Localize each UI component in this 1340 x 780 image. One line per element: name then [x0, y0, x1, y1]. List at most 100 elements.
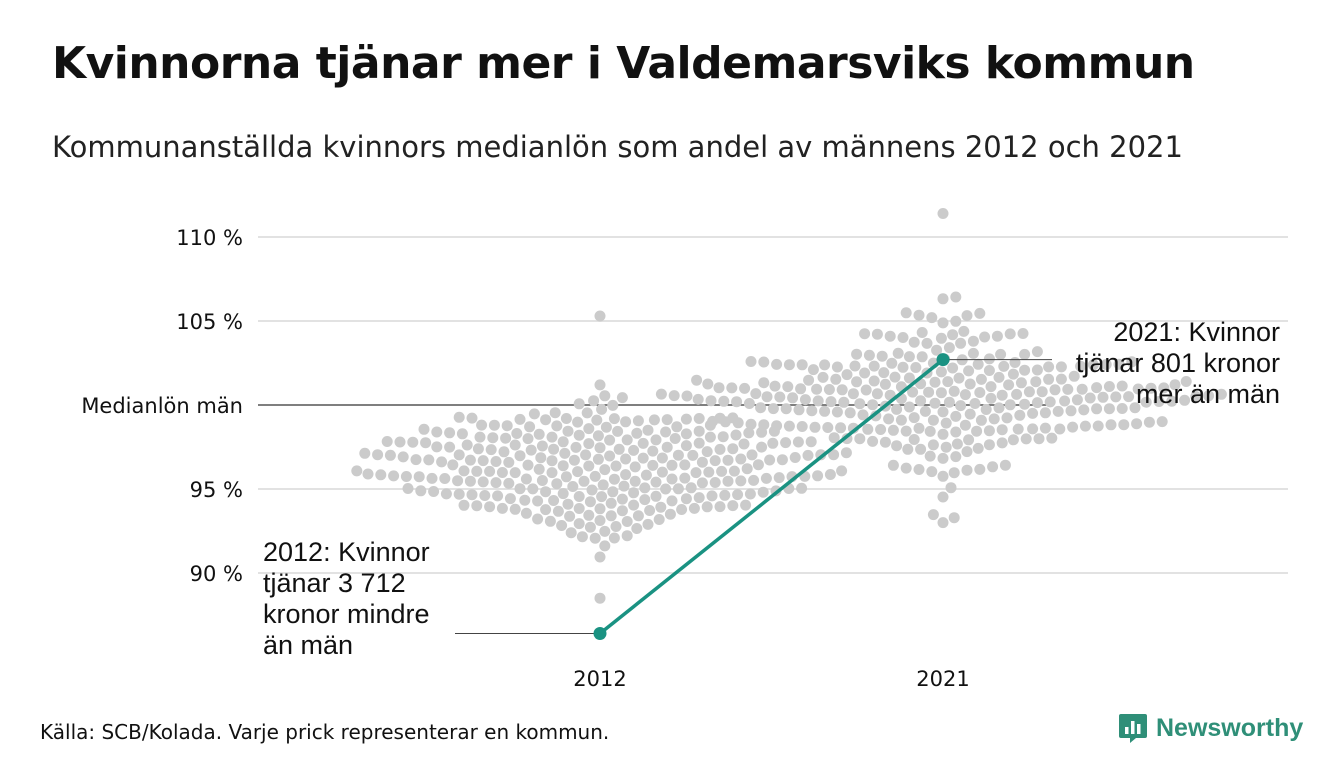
municipality-dot-2021: [980, 404, 992, 415]
municipality-dot-2012: [560, 413, 572, 424]
municipality-dot-2012: [458, 465, 470, 477]
municipality-dot-2012: [584, 521, 596, 533]
municipality-dot-2021: [897, 332, 909, 343]
municipality-dot-2021: [718, 395, 730, 407]
municipality-dot-2012: [693, 492, 705, 504]
municipality-dot-2012: [693, 425, 705, 437]
municipality-dot-2012: [580, 449, 592, 461]
municipality-dot-2021: [950, 315, 962, 327]
municipality-dot-2012: [730, 429, 742, 441]
municipality-dot-2012: [549, 407, 561, 419]
municipality-dot-2021: [996, 437, 1008, 449]
municipality-dot-2021: [819, 359, 831, 371]
municipality-dot-2012: [560, 471, 572, 483]
municipality-dot-2021: [854, 433, 866, 445]
municipality-dot-2012: [548, 495, 560, 506]
municipality-dot-2021: [1078, 404, 1090, 416]
brand-logo[interactable]: Newsworthy: [1118, 712, 1303, 744]
municipality-dot-2021: [1065, 405, 1077, 417]
municipality-dot-2021: [907, 386, 919, 398]
municipality-dot-2021: [935, 366, 947, 378]
municipality-dot-2021: [782, 381, 794, 393]
municipality-dot-2012: [351, 465, 363, 477]
municipality-dot-2012: [544, 515, 556, 527]
municipality-dot-2012: [388, 470, 400, 482]
municipality-dot-2012: [527, 483, 539, 495]
municipality-dot-2021: [1105, 419, 1117, 431]
municipality-dot-2012: [637, 437, 649, 449]
municipality-dot-2021: [1011, 388, 1023, 400]
municipality-dot-2012: [610, 521, 622, 532]
municipality-dot-2012: [672, 483, 684, 495]
municipality-dot-2021: [963, 434, 975, 446]
municipality-dot-2021: [1179, 394, 1191, 406]
municipality-dot-2012: [693, 413, 705, 424]
municipality-dot-2021: [745, 356, 757, 367]
municipality-dot-2012: [466, 412, 478, 424]
municipality-dot-2021: [937, 406, 949, 418]
municipality-dot-2012: [669, 433, 681, 444]
municipality-dot-2021: [859, 367, 871, 379]
municipality-dot-2021: [958, 325, 970, 337]
municipality-dot-2012: [600, 421, 612, 433]
municipality-dot-2021: [908, 412, 920, 424]
municipality-dot-2021: [929, 376, 941, 388]
municipality-dot-2021: [1052, 405, 1064, 417]
municipality-dot-2021: [1132, 383, 1144, 395]
municipality-dot-2012: [522, 459, 534, 471]
municipality-dot-2021: [1190, 391, 1202, 402]
municipality-dot-2012: [546, 455, 558, 467]
municipality-dot-2021: [1131, 418, 1143, 430]
municipality-dot-2012: [509, 439, 521, 451]
municipality-dot-2021: [1123, 391, 1135, 403]
municipality-dot-2021: [950, 451, 962, 463]
municipality-dot-2021: [931, 344, 943, 356]
municipality-dot-2021: [819, 405, 831, 417]
municipality-dot-2012: [476, 419, 488, 431]
municipality-dot-2021: [828, 432, 840, 444]
annotation-2012-line: än män: [263, 630, 353, 660]
municipality-dot-2021: [993, 402, 1005, 414]
municipality-dot-2021: [959, 389, 971, 401]
y-tick-label: 90 %: [190, 562, 243, 586]
municipality-dot-2012: [589, 470, 601, 482]
municipality-dot-2012: [540, 504, 552, 516]
municipality-dot-2012: [792, 436, 804, 448]
municipality-dot-2021: [811, 383, 823, 395]
municipality-dot-2012: [400, 471, 412, 482]
municipality-dot-2012: [632, 510, 644, 522]
municipality-dot-2021: [862, 423, 874, 435]
municipality-dot-2012: [514, 483, 526, 495]
municipality-dot-2012: [520, 473, 532, 485]
municipality-dot-2012: [780, 437, 792, 449]
municipality-dot-2021: [1017, 328, 1029, 339]
x-tick-label: 2012: [573, 667, 626, 691]
municipality-dot-2021: [868, 375, 880, 387]
municipality-dot-2012: [418, 423, 430, 435]
municipality-dot-2021: [1036, 386, 1048, 398]
y-tick-label: Medianlön män: [81, 394, 243, 418]
municipality-dot-2021: [1203, 390, 1215, 402]
x-axis: 2012 2021: [573, 667, 969, 691]
municipality-dot-2012: [610, 460, 622, 472]
municipality-dot-2021: [844, 407, 856, 419]
municipality-dot-2012: [605, 510, 617, 522]
municipality-dot-2012: [709, 477, 721, 488]
municipality-dot-2021: [886, 357, 898, 369]
municipality-dot-2012: [592, 453, 604, 465]
municipality-dot-2021: [937, 517, 949, 529]
municipality-dot-2021: [1039, 422, 1051, 434]
municipality-dot-2012: [727, 500, 739, 512]
municipality-dot-2021: [985, 381, 997, 393]
municipality-dot-2012: [492, 490, 504, 502]
municipality-dot-2012: [621, 530, 633, 542]
municipality-dot-2012: [716, 465, 728, 477]
municipality-dot-2021: [783, 359, 795, 371]
municipality-dot-2021: [835, 422, 847, 434]
municipality-dot-2012: [632, 415, 644, 427]
municipality-dot-2012: [805, 436, 817, 448]
municipality-dot-2021: [1031, 364, 1043, 376]
municipality-dot-2021: [1007, 434, 1019, 446]
municipality-dot-2012: [628, 444, 640, 456]
municipality-dot-2012: [722, 454, 734, 466]
